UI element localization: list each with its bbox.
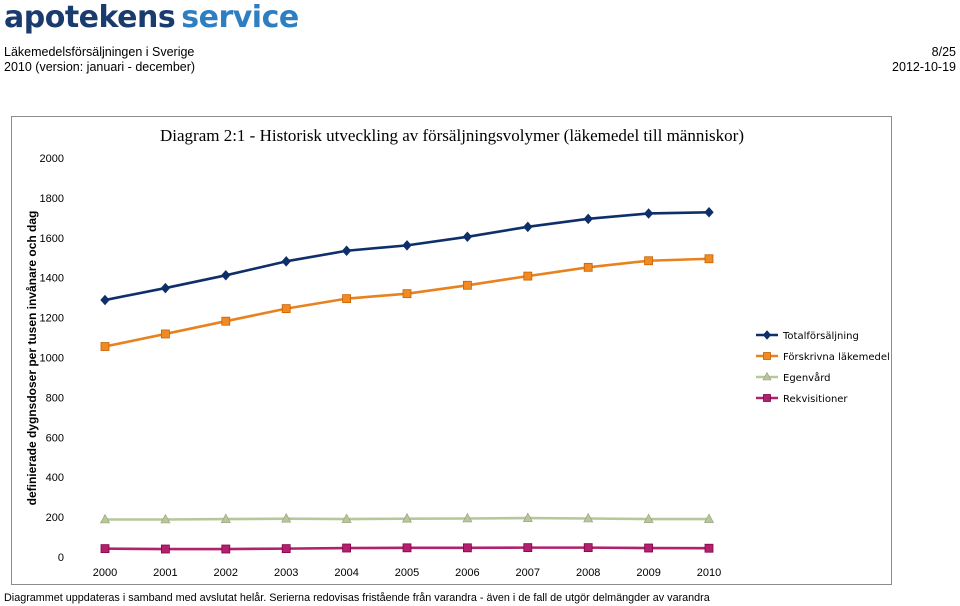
series-3-point bbox=[160, 544, 170, 554]
series-2-point bbox=[341, 513, 352, 523]
series-0-point bbox=[100, 294, 110, 306]
series-1-point bbox=[462, 280, 472, 290]
series-0-point bbox=[402, 240, 412, 251]
series-1-point bbox=[221, 316, 231, 326]
y-tick-label: 600 bbox=[46, 432, 64, 444]
chart-title: Diagram 2:1 - Historisk utveckling av fö… bbox=[160, 126, 744, 145]
series-1-point bbox=[402, 289, 412, 299]
series-3-point bbox=[523, 543, 533, 553]
legend-swatch-marker bbox=[763, 394, 771, 402]
x-tick-label: 2008 bbox=[576, 567, 600, 579]
series-3-point bbox=[402, 543, 412, 553]
series-0-line bbox=[104, 210, 710, 302]
chart-frame bbox=[11, 116, 892, 585]
report-period: 2010 (version: januari - december) bbox=[4, 60, 196, 74]
series-0-point bbox=[462, 231, 473, 243]
series-3-point bbox=[644, 543, 653, 553]
x-tick-label: 2004 bbox=[334, 567, 358, 579]
series-2-point bbox=[462, 512, 473, 523]
series-1-point bbox=[583, 262, 593, 272]
report-header: Läkemedelsförsäljningen i Sverige 2010 (… bbox=[4, 45, 195, 75]
series-2-point bbox=[160, 513, 171, 524]
series-3-point bbox=[462, 543, 472, 553]
legend-swatch-marker bbox=[762, 371, 772, 381]
series-0-point bbox=[341, 245, 352, 257]
series-2-point bbox=[100, 513, 110, 524]
x-tick-label: 2009 bbox=[636, 567, 660, 579]
legend-swatch-marker bbox=[762, 330, 772, 340]
report-meta: 8/25 2012-10-19 bbox=[892, 45, 956, 75]
x-tick-label: 2007 bbox=[516, 567, 540, 579]
legend-label: Rekvisitioner bbox=[783, 394, 848, 405]
x-tick-label: 2002 bbox=[214, 567, 238, 579]
footer-note: Diagrammet uppdateras i samband med avsl… bbox=[4, 592, 710, 604]
series-1-point bbox=[281, 304, 291, 314]
logo-text-apotekens: apotekens bbox=[4, 0, 176, 35]
y-tick-label: 1000 bbox=[40, 353, 64, 365]
x-tick-label: 2000 bbox=[93, 567, 117, 579]
series-2-point bbox=[643, 513, 654, 523]
x-tick-label: 2006 bbox=[455, 567, 479, 579]
y-tick-label: 2000 bbox=[40, 153, 64, 165]
y-tick-label: 1600 bbox=[40, 233, 64, 245]
y-tick-label: 200 bbox=[46, 512, 64, 524]
y-tick-label: 1200 bbox=[40, 313, 64, 325]
y-tick-label: 400 bbox=[46, 472, 64, 484]
series-2-point bbox=[281, 513, 292, 523]
series-3-point bbox=[221, 544, 231, 554]
series-0-point bbox=[704, 207, 714, 218]
legend-label: Förskrivna läkemedel bbox=[783, 352, 890, 363]
series-0-point bbox=[281, 256, 291, 267]
x-tick-label: 2005 bbox=[395, 567, 419, 579]
y-axis-label: definierade dygnsdoser per tusen invånar… bbox=[25, 211, 39, 506]
y-tick-label: 0 bbox=[58, 552, 64, 564]
x-tick-label: 2010 bbox=[697, 567, 721, 579]
x-tick-label: 2001 bbox=[153, 567, 177, 579]
series-2-point bbox=[583, 512, 594, 523]
y-tick-label: 1800 bbox=[40, 193, 64, 205]
series-0-point bbox=[221, 270, 231, 281]
apotekens-service-logo: apotekens service bbox=[4, 0, 299, 36]
series-3-point bbox=[342, 543, 352, 553]
series-1-point bbox=[523, 271, 533, 281]
series-0-point bbox=[643, 208, 654, 219]
y-tick-label: 1400 bbox=[40, 273, 64, 285]
series-3-point bbox=[100, 544, 110, 554]
legend-label: Egenvård bbox=[783, 371, 831, 384]
series-1-point bbox=[704, 254, 714, 264]
series-1-point bbox=[342, 294, 352, 304]
series-2-point bbox=[522, 512, 533, 522]
legend-label: Totalförsäljning bbox=[782, 331, 859, 342]
report-date: 2012-10-19 bbox=[892, 60, 956, 74]
series-1-line bbox=[104, 257, 710, 348]
series-3-point bbox=[281, 544, 291, 554]
series-1-point bbox=[160, 329, 170, 339]
x-tick-label: 2003 bbox=[274, 567, 298, 579]
series-0-point bbox=[583, 213, 593, 225]
series-1-point bbox=[644, 256, 653, 266]
series-0-point bbox=[523, 221, 533, 233]
logo-text-service: service bbox=[181, 0, 299, 35]
series-2-point bbox=[402, 513, 412, 523]
series-0-point bbox=[160, 282, 171, 294]
series-2-point bbox=[704, 513, 714, 523]
legend-swatch-marker bbox=[763, 352, 771, 360]
series-3-point bbox=[583, 543, 593, 553]
page-number: 8/25 bbox=[931, 45, 956, 59]
report-title: Läkemedelsförsäljningen i Sverige bbox=[4, 45, 195, 59]
y-tick-label: 800 bbox=[46, 392, 64, 404]
series-2-point bbox=[220, 513, 231, 523]
series-1-point bbox=[100, 342, 110, 351]
series-3-point bbox=[704, 543, 714, 553]
